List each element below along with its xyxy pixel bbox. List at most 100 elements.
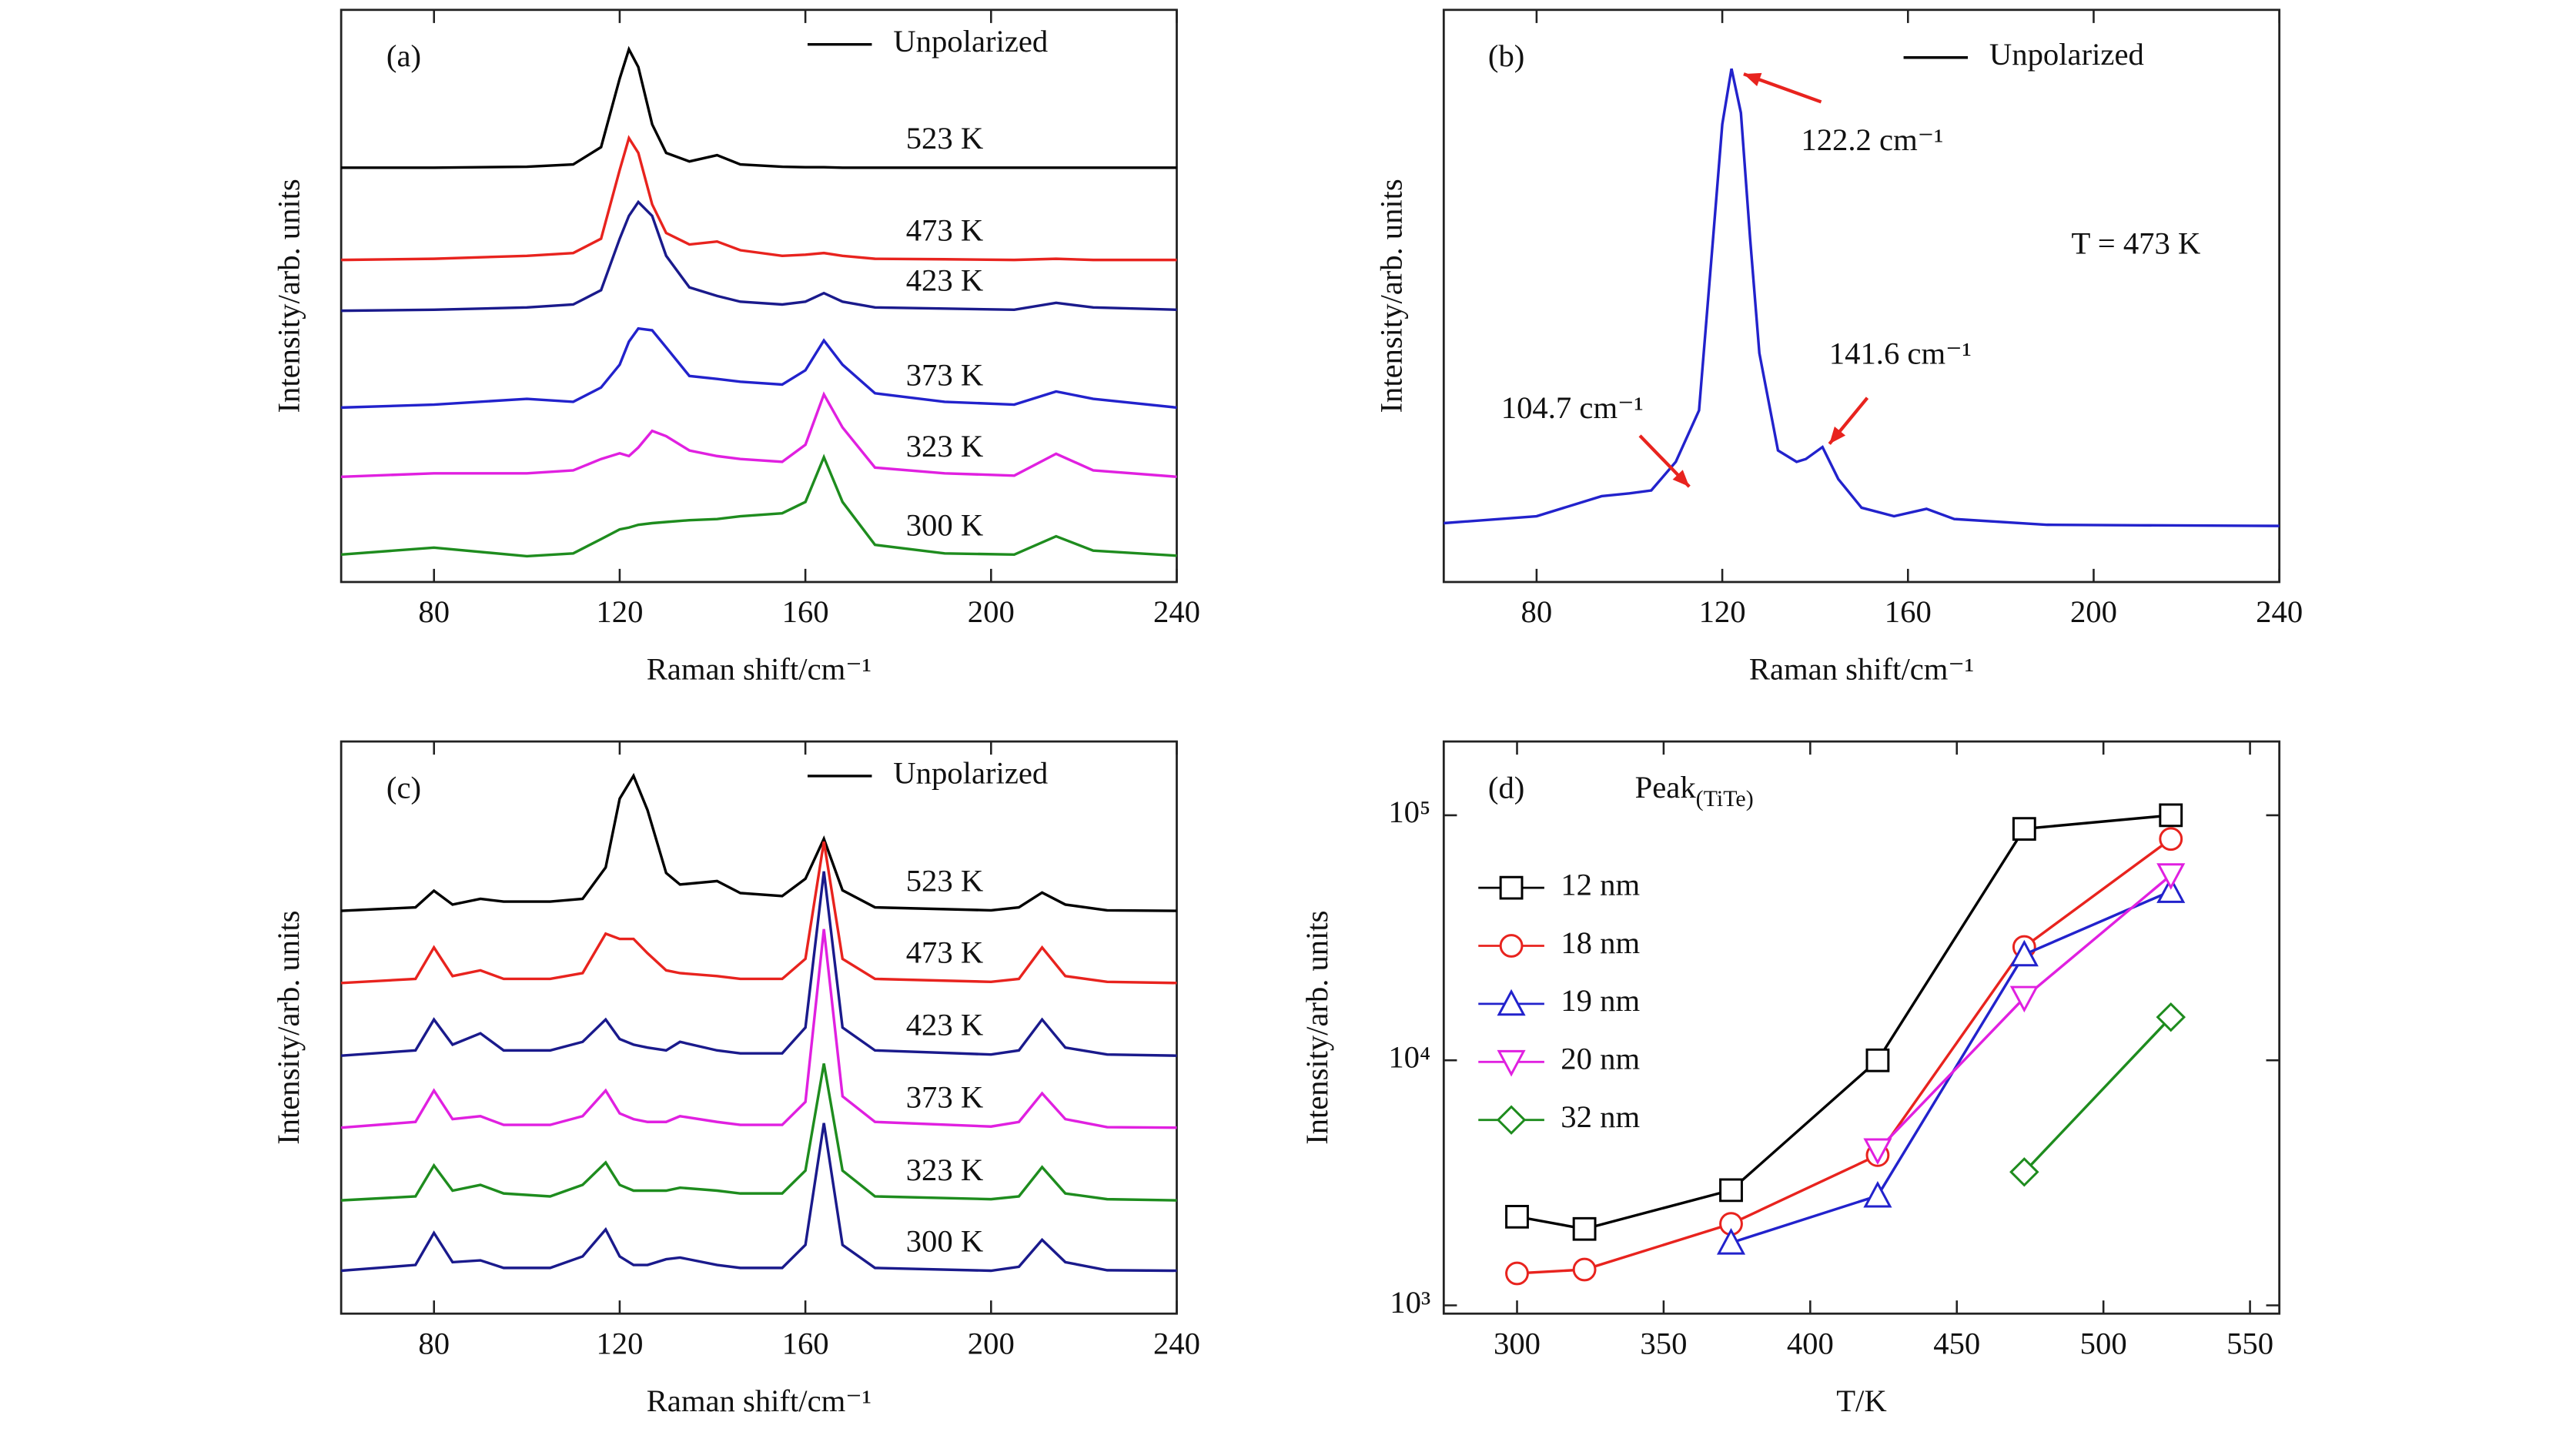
legend-text: Unpolarized [893,24,1048,59]
x-tick-label: 550 [2226,1326,2273,1360]
series-label: 323 K [906,1153,984,1187]
panel-label: (c) [386,771,421,805]
spectrum-line [341,199,1177,313]
spectrum-line [341,1123,1177,1273]
legend-text: 20 nm [1561,1042,1640,1076]
series-line [1876,874,2172,1151]
data-point [2009,1157,2039,1187]
data-point [2156,1002,2186,1032]
data-point [1505,1204,1529,1229]
y-axis-label: Intensity/arb. units [1300,911,1334,1145]
plot-frame [340,8,1178,584]
x-tick-label: 450 [1933,1326,1980,1360]
annotation-main: Peak [1635,771,1697,805]
series-label: 373 K [906,358,984,393]
series-label: 423 K [906,263,984,297]
y-axis-label: Intensity/arb. units [271,911,306,1145]
x-tick-label: 120 [596,1326,643,1360]
x-tick-label: 300 [1494,1326,1541,1360]
y-tick-label: 10⁴ [1388,1040,1430,1075]
legend-text: Unpolarized [1989,37,2144,72]
annotation: T = 473 K [2071,226,2200,261]
x-tick-label: 200 [968,1326,1015,1360]
x-tick-label: 200 [968,594,1015,629]
y-tick-label: 10⁵ [1388,795,1430,829]
data-point [1716,1228,1746,1255]
panel-label: (b) [1488,38,1524,73]
spectrum-line [341,772,1177,912]
series-label: 473 K [906,213,984,248]
legend-marker [1497,1049,1526,1077]
spectrum-line [341,453,1177,558]
legend-text: 18 nm [1561,925,1640,960]
data-point [1863,1180,1892,1208]
panel-label: (d) [1488,771,1524,805]
x-tick-label: 240 [2256,594,2303,629]
x-tick-label: 120 [596,594,643,629]
series-label: 523 K [906,121,984,156]
legend-marker [1499,934,1524,958]
data-point [1719,1178,1743,1203]
data-point [2009,939,2039,967]
x-tick-label: 240 [1153,594,1200,629]
panel-label: (a) [386,38,421,73]
x-axis-label: Raman shift/cm⁻¹ [647,652,871,687]
plot-frame [340,740,1178,1315]
data-point [1572,1216,1597,1241]
plot-frame [1442,8,2281,584]
x-axis-label: Raman shift/cm⁻¹ [647,1383,871,1418]
data-point [1865,1048,1890,1072]
x-tick-label: 80 [418,1326,450,1360]
data-point [2156,876,2186,903]
x-tick-label: 160 [782,594,829,629]
annotation: Peak(TiTe) [1635,771,1754,811]
data-point [2159,803,2183,828]
spectrum-line [341,1063,1177,1202]
legend-text: 19 nm [1561,983,1640,1018]
series-line [2023,1016,2173,1173]
series-label: 300 K [906,507,984,542]
data-point [2012,817,2036,841]
y-tick-label: 10³ [1390,1285,1430,1320]
series-label: 323 K [906,429,984,463]
arrow-head [1672,470,1690,487]
y-axis-label: Intensity/arb. units [271,179,306,413]
data-point [1572,1257,1597,1282]
legend-marker [1499,875,1524,900]
x-axis-label: T/K [1836,1383,1887,1418]
x-tick-label: 350 [1640,1326,1687,1360]
x-tick-label: 400 [1787,1326,1834,1360]
data-point [2156,863,2186,890]
x-axis-label: Raman shift/cm⁻¹ [1749,652,1974,687]
spectrum-line [341,928,1177,1129]
spectrum-line [341,391,1177,478]
arrow-head [1743,72,1762,87]
data-point [2159,827,2183,852]
plot-frame [1442,740,2281,1315]
x-tick-label: 240 [1153,1326,1200,1360]
spectrum-line [341,841,1177,985]
spectrum-line [341,45,1177,169]
x-tick-label: 80 [1521,594,1553,629]
y-axis-label: Intensity/arb. units [1373,179,1408,413]
series-label: 523 K [906,864,984,898]
x-tick-label: 160 [1885,594,1932,629]
annotation: 104.7 cm⁻¹ [1501,390,1644,425]
x-tick-label: 200 [2070,594,2117,629]
series-label: 300 K [906,1224,984,1259]
series-label: 423 K [906,1008,984,1042]
arrow-head [1829,427,1846,444]
annotation-subscript: (TiTe) [1696,786,1754,811]
legend-marker [1496,1105,1527,1135]
x-tick-label: 80 [418,594,450,629]
legend-marker [1497,989,1526,1016]
annotation: 141.6 cm⁻¹ [1829,336,1972,371]
data-point [1505,1261,1529,1286]
series-label: 473 K [906,935,984,969]
legend-text: Unpolarized [893,755,1048,790]
x-tick-label: 120 [1699,594,1746,629]
spectrum-line [1444,68,2280,527]
x-tick-label: 160 [782,1326,829,1360]
